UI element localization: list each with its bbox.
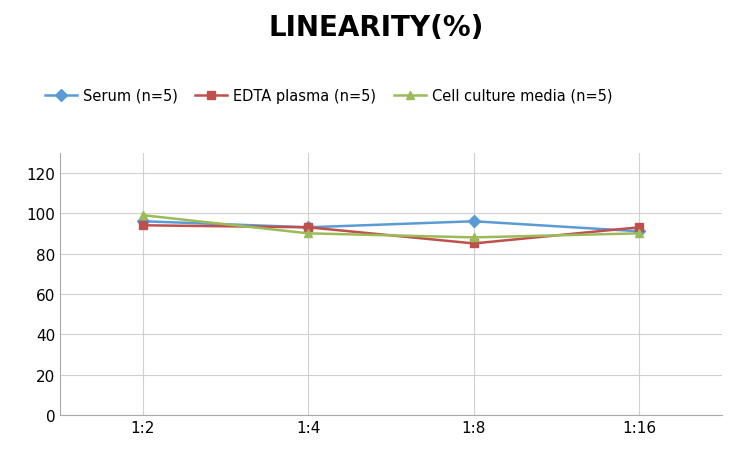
Line: Cell culture media (n=5): Cell culture media (n=5) xyxy=(138,212,644,242)
EDTA plasma (n=5) xyxy=(469,241,478,247)
Serum (n=5) xyxy=(635,229,644,235)
EDTA plasma (n=5) xyxy=(138,223,147,229)
Cell culture media (n=5) xyxy=(304,231,313,236)
Line: EDTA plasma (n=5): EDTA plasma (n=5) xyxy=(138,221,644,248)
Cell culture media (n=5) xyxy=(138,213,147,218)
Text: LINEARITY(%): LINEARITY(%) xyxy=(268,14,484,41)
Serum (n=5) xyxy=(138,219,147,225)
EDTA plasma (n=5) xyxy=(635,225,644,230)
Serum (n=5) xyxy=(304,225,313,230)
Cell culture media (n=5) xyxy=(635,231,644,236)
Line: Serum (n=5): Serum (n=5) xyxy=(138,217,644,236)
Legend: Serum (n=5), EDTA plasma (n=5), Cell culture media (n=5): Serum (n=5), EDTA plasma (n=5), Cell cul… xyxy=(45,88,612,103)
EDTA plasma (n=5) xyxy=(304,225,313,230)
Cell culture media (n=5) xyxy=(469,235,478,240)
Serum (n=5) xyxy=(469,219,478,225)
